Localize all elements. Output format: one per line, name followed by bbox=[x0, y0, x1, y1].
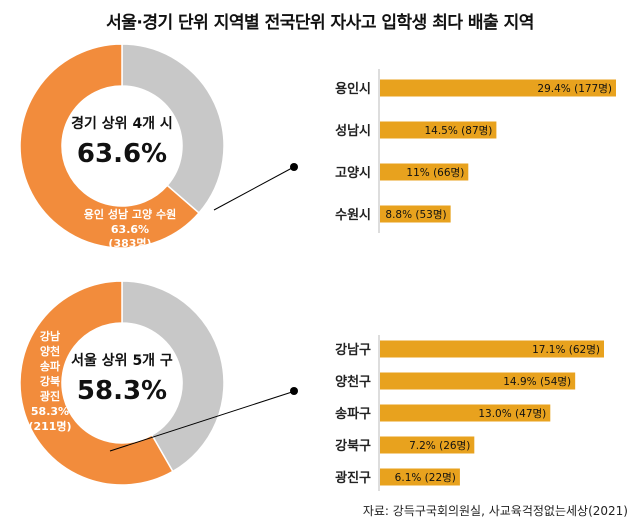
seoul-bar bbox=[380, 340, 604, 358]
seoul-category-label: 강남구 bbox=[335, 342, 371, 358]
gyeonggi-bar bbox=[380, 121, 497, 139]
gyeonggi-donut-center-value: 63.6% bbox=[77, 139, 167, 169]
gyeonggi-connector-dot bbox=[290, 163, 298, 171]
gyeonggi-bar bbox=[380, 205, 451, 223]
seoul-donut-highlight-slice bbox=[19, 280, 174, 486]
seoul-bar bbox=[380, 372, 576, 390]
seoul-value-label: 6.1% (22명) bbox=[395, 472, 456, 484]
gyeonggi-slice-label: 용인 성남 고양 수원 bbox=[84, 207, 176, 221]
gyeonggi-slice-label: 63.6% bbox=[111, 223, 149, 236]
gyeonggi-connector-line bbox=[213, 167, 293, 211]
seoul-bar bbox=[380, 436, 475, 454]
gyeonggi-category-label: 성남시 bbox=[335, 123, 371, 139]
seoul-slice-label: 강북 bbox=[40, 374, 60, 388]
gyeonggi-slice-label: (383명) bbox=[108, 236, 151, 250]
seoul-category-label: 양천구 bbox=[335, 375, 371, 390]
seoul-category-label: 광진구 bbox=[335, 470, 371, 486]
seoul-category-label: 송파구 bbox=[335, 407, 371, 422]
seoul-value-label: 13.0% (47명) bbox=[478, 408, 546, 420]
seoul-category-label: 강북구 bbox=[335, 438, 371, 454]
seoul-donut-center-value: 58.3% bbox=[77, 376, 167, 406]
gyeonggi-donut-highlight-slice bbox=[19, 43, 200, 249]
gyeonggi-category-label: 수원시 bbox=[335, 208, 371, 223]
seoul-slice-label: (211명) bbox=[28, 419, 71, 433]
seoul-value-label: 17.1% (62명) bbox=[532, 344, 600, 356]
seoul-bar bbox=[380, 468, 460, 486]
gyeonggi-value-label: 14.5% (87명) bbox=[424, 125, 492, 137]
gyeonggi-value-label: 29.4% (177명) bbox=[537, 83, 612, 95]
source-note: 자료: 강득구국회의원실, 사교육걱정없는세상(2021) bbox=[362, 504, 628, 518]
seoul-value-label: 14.9% (54명) bbox=[503, 376, 571, 388]
gyeonggi-donut-center-label: 경기 상위 4개 시 bbox=[71, 115, 173, 132]
seoul-connector-dot bbox=[290, 387, 298, 395]
seoul-slice-label: 양천 bbox=[40, 344, 60, 358]
gyeonggi-category-label: 고양시 bbox=[335, 166, 371, 181]
seoul-slice-label: 58.3% bbox=[31, 405, 69, 418]
gyeonggi-bar bbox=[380, 79, 616, 97]
seoul-slice-label: 송파 bbox=[40, 359, 61, 373]
gyeonggi-bar bbox=[380, 163, 469, 181]
gyeonggi-value-label: 8.8% (53명) bbox=[385, 209, 446, 221]
gyeonggi-donut-rest-slice bbox=[121, 43, 225, 215]
gyeonggi-category-label: 용인시 bbox=[335, 81, 371, 97]
seoul-connector-line bbox=[109, 391, 293, 452]
seoul-value-label: 7.2% (26명) bbox=[409, 440, 470, 452]
seoul-bar bbox=[380, 404, 551, 422]
chart-title: 서울·경기 단위 지역별 전국단위 자사고 입학생 최다 배출 지역 bbox=[106, 13, 534, 33]
gyeonggi-value-label: 11% (66명) bbox=[406, 167, 464, 179]
seoul-donut-rest-slice bbox=[121, 280, 225, 473]
seoul-donut-center-label: 서울 상위 5개 구 bbox=[71, 352, 173, 369]
seoul-slice-label: 광진 bbox=[40, 389, 60, 403]
seoul-slice-label: 강남 bbox=[40, 329, 60, 343]
